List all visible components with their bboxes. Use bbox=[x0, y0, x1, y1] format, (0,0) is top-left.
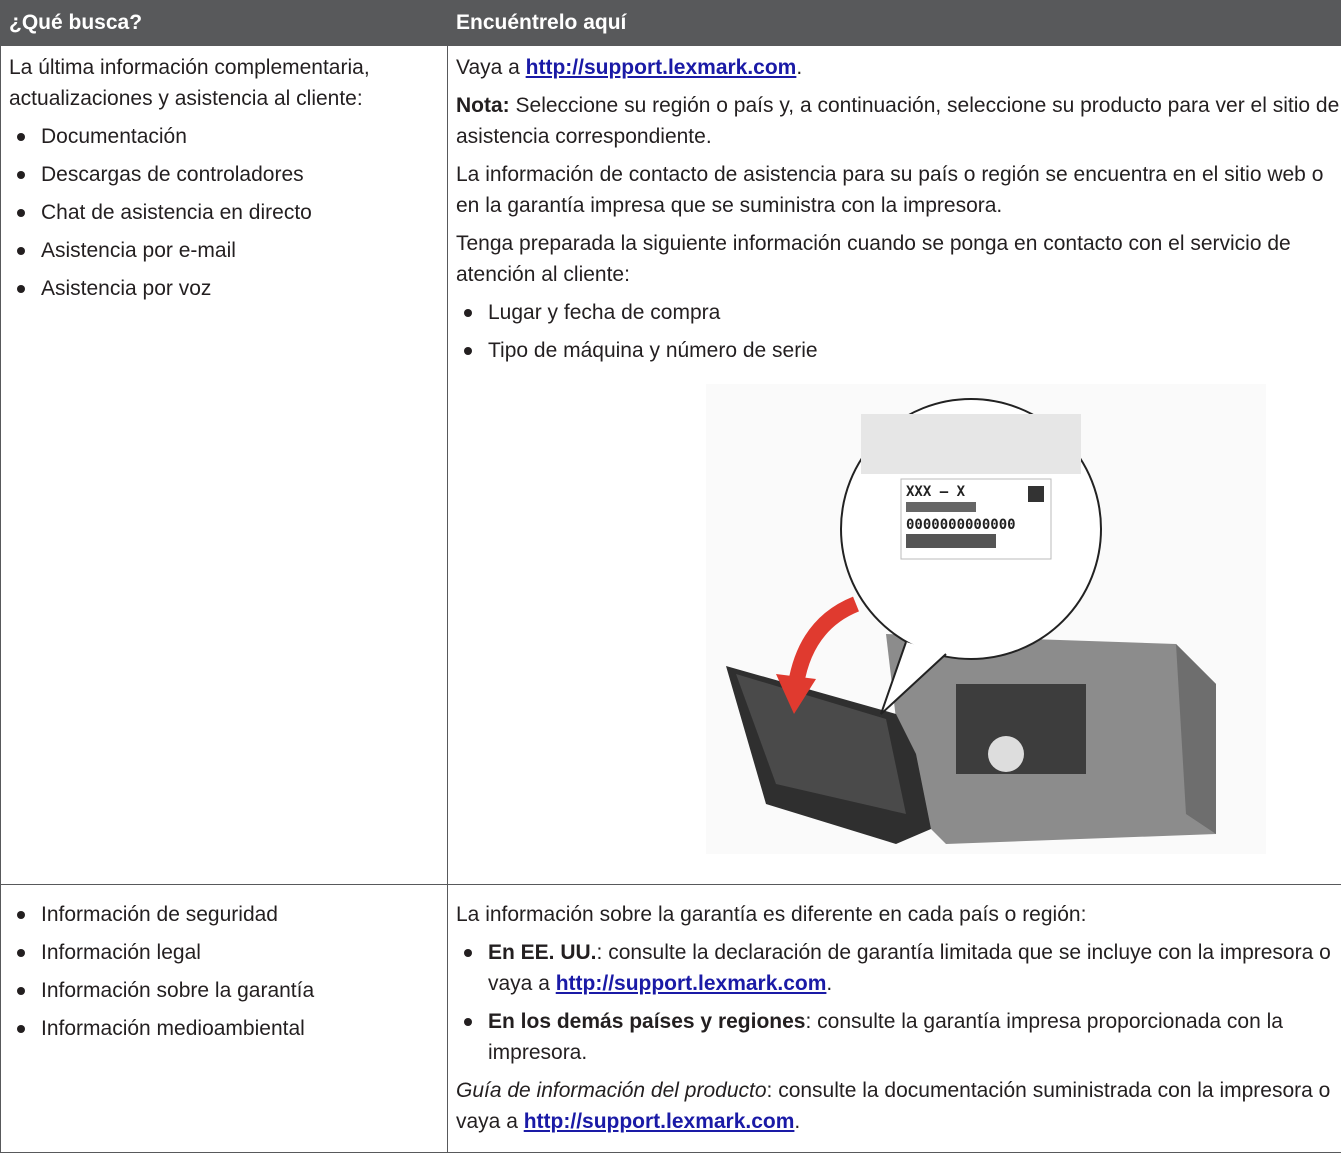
list-item: Lugar y fecha de compra bbox=[488, 297, 1340, 328]
list-item: En EE. UU.: consulte la declaración de g… bbox=[488, 937, 1340, 999]
paragraph: Vaya a http://support.lexmark.com. bbox=[456, 52, 1340, 83]
printer-illustration: XXX – X 0000000000000 bbox=[706, 384, 1266, 854]
paragraph: La información sobre la garantía es dife… bbox=[456, 899, 1340, 930]
list-item: Chat de asistencia en directo bbox=[41, 197, 439, 228]
note-label: Nota: bbox=[456, 94, 510, 117]
cell: Vaya a http://support.lexmark.com. Nota:… bbox=[448, 46, 1341, 885]
link[interactable]: http://support.lexmark.com bbox=[526, 56, 797, 79]
barcode bbox=[906, 534, 996, 548]
note: Nota: Seleccione su región o país y, a c… bbox=[456, 90, 1340, 152]
serial-text: 0000000000000 bbox=[906, 517, 1016, 533]
header-row: ¿Qué busca? Encuéntrelo aquí bbox=[1, 1, 1341, 46]
row: La última información complementaria, ac… bbox=[1, 46, 1341, 885]
list-item: Tipo de máquina y número de serie bbox=[488, 335, 1340, 366]
text: . bbox=[796, 56, 802, 79]
label-text: XXX – X bbox=[906, 484, 966, 500]
header-cell: ¿Qué busca? bbox=[1, 1, 448, 46]
list-item: Documentación bbox=[41, 121, 439, 152]
paragraph: Guía de información del producto: consul… bbox=[456, 1075, 1340, 1137]
list: Información de seguridad Información leg… bbox=[9, 899, 439, 1044]
text: . bbox=[794, 1110, 800, 1133]
list-item: Asistencia por voz bbox=[41, 273, 439, 304]
paragraph: La información de contacto de asistencia… bbox=[456, 159, 1340, 221]
barcode bbox=[906, 502, 976, 512]
guide-title: Guía de información del producto bbox=[456, 1079, 767, 1102]
list: Documentación Descargas de controladores… bbox=[9, 121, 439, 304]
item-label: En EE. UU. bbox=[488, 941, 597, 964]
roller bbox=[988, 736, 1024, 772]
text: Seleccione su región o país y, a continu… bbox=[456, 94, 1339, 148]
list-item: En los demás países y regiones: consulte… bbox=[488, 1006, 1340, 1068]
intro: La última información complementaria, ac… bbox=[9, 52, 439, 114]
cell: La última información complementaria, ac… bbox=[1, 46, 448, 885]
list: Lugar y fecha de compra Tipo de máquina … bbox=[456, 297, 1340, 366]
list-item: Información medioambiental bbox=[41, 1013, 439, 1044]
item-label: En los demás países y regiones bbox=[488, 1010, 805, 1033]
text: Vaya a bbox=[456, 56, 526, 79]
list-item: Información legal bbox=[41, 937, 439, 968]
link[interactable]: http://support.lexmark.com bbox=[524, 1110, 795, 1133]
row: Información de seguridad Información leg… bbox=[1, 885, 1341, 1153]
text: . bbox=[826, 972, 832, 995]
link[interactable]: http://support.lexmark.com bbox=[556, 972, 827, 995]
list-item: Información de seguridad bbox=[41, 899, 439, 930]
header-cell: Encuéntrelo aquí bbox=[448, 1, 1341, 46]
paragraph: Tenga preparada la siguiente información… bbox=[456, 228, 1340, 290]
list: En EE. UU.: consulte la declaración de g… bbox=[456, 937, 1340, 1068]
cell: Información de seguridad Información leg… bbox=[1, 885, 448, 1153]
list-item: Asistencia por e-mail bbox=[41, 235, 439, 266]
cell: La información sobre la garantía es dife… bbox=[448, 885, 1341, 1153]
label-square bbox=[1028, 486, 1044, 502]
list-item: Descargas de controladores bbox=[41, 159, 439, 190]
inner-shade bbox=[861, 414, 1081, 474]
list-item: Información sobre la garantía bbox=[41, 975, 439, 1006]
